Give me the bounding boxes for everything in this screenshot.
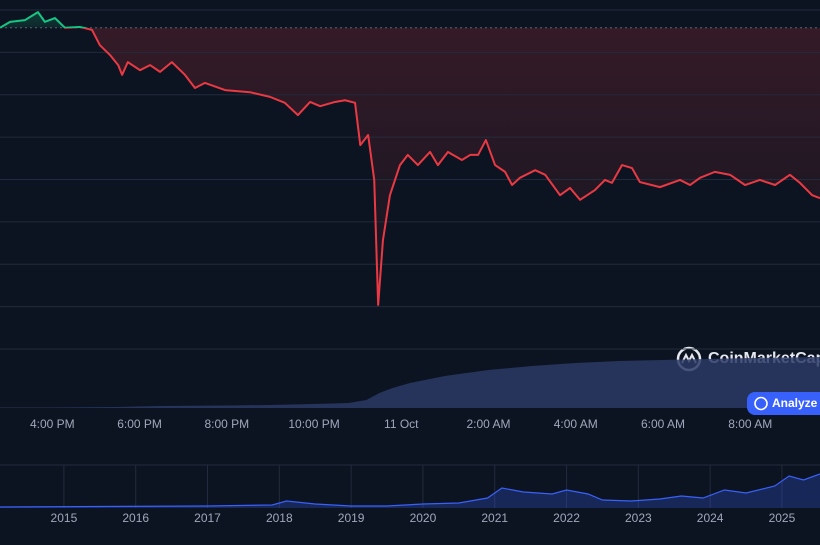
x-tick-label: 2:00 AM [466, 417, 510, 431]
price-area [0, 12, 820, 305]
price-line [0, 11, 820, 306]
x-tick-label: 8:00 AM [728, 417, 772, 431]
x-tick-label: 2024 [697, 511, 724, 525]
analyze-button-bg [747, 392, 820, 415]
x-tick-label: 8:00 PM [204, 417, 249, 431]
navigator-line [0, 473, 820, 508]
x-tick-label: 6:00 PM [117, 417, 162, 431]
x-tick-label: 2020 [410, 511, 437, 525]
x-tick-label: 2025 [769, 511, 796, 525]
x-tick-label: 10:00 PM [288, 417, 339, 431]
x-tick-label: 2018 [266, 511, 293, 525]
x-tick-label: 2021 [481, 511, 508, 525]
x-tick-label: 2023 [625, 511, 652, 525]
x-tick-label: 11 Oct [384, 417, 419, 431]
x-tick-label: 2022 [553, 511, 580, 525]
analyze-button-label: Analyze [772, 396, 818, 410]
x-tick-label: 6:00 AM [641, 417, 685, 431]
navigator-area [0, 474, 820, 508]
x-tick-label: 2015 [51, 511, 78, 525]
volume-area [0, 357, 820, 408]
x-tick-label: 2017 [194, 511, 221, 525]
analyze-icon [754, 396, 768, 411]
x-tick-label: 4:00 PM [30, 417, 75, 431]
x-tick-label: 2016 [122, 511, 149, 525]
analyze-button[interactable]: Analyze [747, 392, 820, 415]
x-tick-label: 4:00 AM [554, 417, 598, 431]
x-tick-label: 2019 [338, 511, 365, 525]
